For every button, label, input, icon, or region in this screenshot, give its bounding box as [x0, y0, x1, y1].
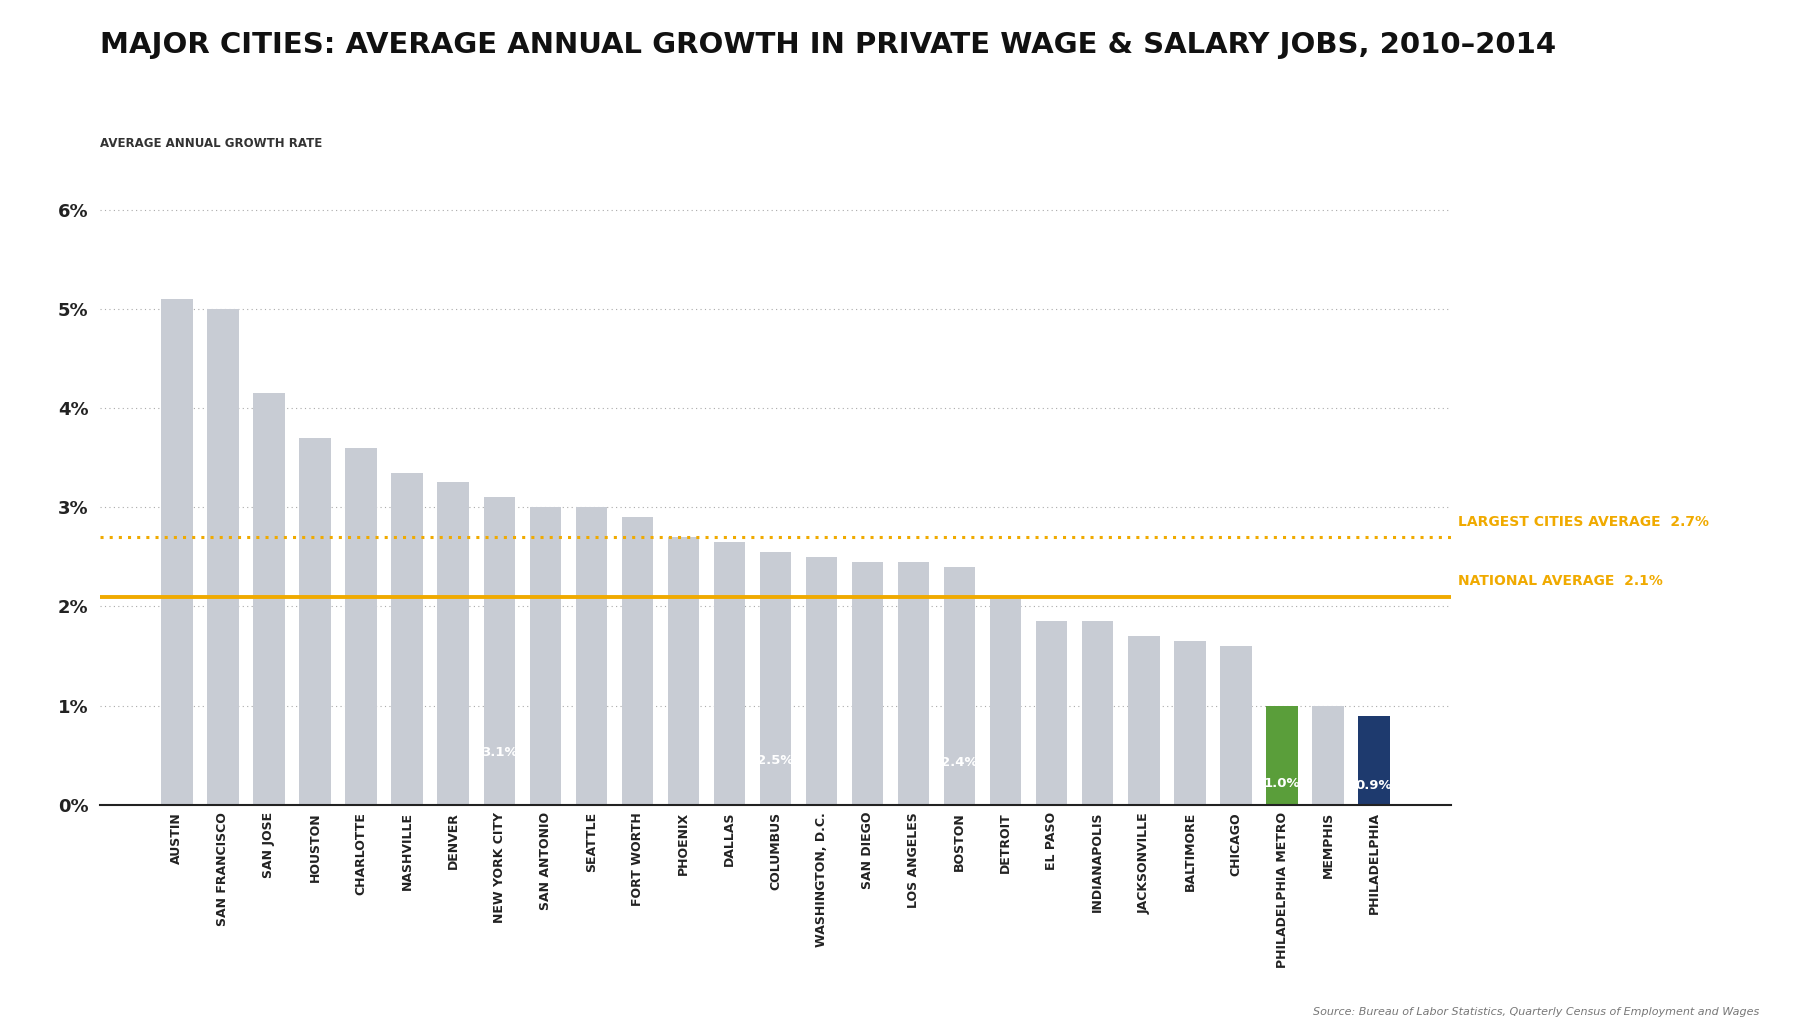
- Bar: [299, 438, 330, 805]
- Bar: [898, 561, 929, 805]
- Text: MAJOR CITIES: AVERAGE ANNUAL GROWTH IN PRIVATE WAGE & SALARY JOBS, 2010–2014: MAJOR CITIES: AVERAGE ANNUAL GROWTH IN P…: [100, 31, 1556, 59]
- Bar: [1359, 715, 1390, 805]
- Bar: [575, 508, 608, 805]
- Text: 3.1%: 3.1%: [481, 746, 517, 759]
- Bar: [484, 497, 515, 805]
- Bar: [207, 309, 239, 805]
- Bar: [943, 567, 976, 805]
- Text: 1.0%: 1.0%: [1264, 777, 1301, 791]
- Text: 2.5%: 2.5%: [756, 754, 795, 767]
- Text: NATIONAL AVERAGE  2.1%: NATIONAL AVERAGE 2.1%: [1458, 574, 1663, 588]
- Bar: [1128, 637, 1159, 805]
- Text: LARGEST CITIES AVERAGE  2.7%: LARGEST CITIES AVERAGE 2.7%: [1458, 515, 1709, 528]
- Bar: [622, 517, 653, 805]
- Bar: [853, 561, 883, 805]
- Bar: [530, 508, 561, 805]
- Bar: [990, 596, 1021, 805]
- Text: AVERAGE ANNUAL GROWTH RATE: AVERAGE ANNUAL GROWTH RATE: [100, 136, 323, 150]
- Bar: [1312, 706, 1344, 805]
- Bar: [713, 542, 746, 805]
- Bar: [1266, 706, 1297, 805]
- Bar: [760, 552, 791, 805]
- Bar: [1221, 646, 1252, 805]
- Bar: [668, 537, 698, 805]
- Bar: [345, 448, 377, 805]
- Bar: [437, 483, 468, 805]
- Text: 2.4%: 2.4%: [941, 756, 978, 769]
- Bar: [1174, 641, 1206, 805]
- Bar: [254, 393, 285, 805]
- Bar: [1036, 621, 1067, 805]
- Text: 0.9%: 0.9%: [1355, 778, 1393, 792]
- Bar: [392, 473, 423, 805]
- Bar: [161, 299, 192, 805]
- Bar: [1083, 621, 1114, 805]
- Text: Source: Bureau of Labor Statistics, Quarterly Census of Employment and Wages: Source: Bureau of Labor Statistics, Quar…: [1313, 1006, 1760, 1017]
- Bar: [805, 557, 838, 805]
